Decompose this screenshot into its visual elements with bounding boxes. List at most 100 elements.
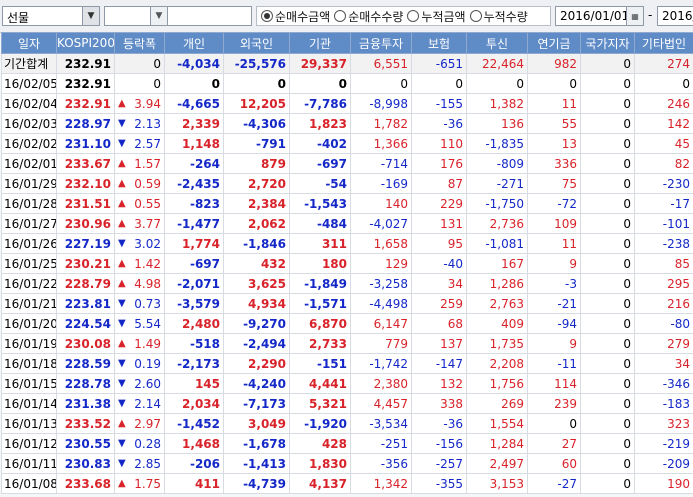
table-row[interactable]: 16/01/20 224.54 ▼ 5.54 2,480 -9,270 6,870 6,147… bbox=[1, 313, 693, 334]
value-cell: 323 bbox=[634, 413, 693, 434]
table-row[interactable]: 16/01/27 230.96 ▲ 3.77 -1,477 2,062 -484 -4,027… bbox=[1, 213, 693, 234]
value-cell: 87 bbox=[411, 173, 467, 194]
chevron-down-icon[interactable]: ▼ bbox=[82, 7, 99, 25]
value-cell: 1,658 bbox=[350, 233, 412, 254]
value-cell: 60 bbox=[527, 453, 581, 474]
view-mode-radio-group: 순매수금액 순매수수량 누적금액 누적수량 bbox=[256, 6, 551, 26]
table-row[interactable]: 16/01/28 231.51 ▲ 0.55 -823 2,384 -1,543 140 229… bbox=[1, 193, 693, 214]
down-arrow-icon: ▼ bbox=[118, 398, 126, 409]
table-row[interactable]: 16/01/25 230.21 ▲ 1.42 -697 432 180 129 -40 167 9 0… bbox=[1, 253, 693, 274]
change-value: 1.57 bbox=[134, 156, 161, 171]
radio-button-icon[interactable] bbox=[407, 10, 420, 22]
table-row[interactable]: 16/02/03 228.97 ▼ 2.13 2,339 -4,306 1,823 1,782… bbox=[1, 113, 693, 134]
table-row[interactable]: 16/01/29 232.10 ▲ 0.59 -2,435 2,720 -54 -169 87-… bbox=[1, 173, 693, 194]
value-cell: 1,468 bbox=[164, 433, 224, 454]
column-header[interactable]: 등락폭 bbox=[114, 32, 165, 54]
value-cell: 216 bbox=[634, 293, 693, 314]
up-arrow-icon: ▲ bbox=[118, 418, 126, 429]
kospi-cell: 232.91 bbox=[56, 73, 115, 94]
table-row[interactable]: 16/01/13 233.52 ▲ 2.97 -1,452 3,049 -1,920 -3,5… bbox=[1, 413, 693, 434]
summary-row[interactable]: 기간합계 232.91 0 -4,034 -25,576 29,337 6,551 -651 2… bbox=[1, 53, 693, 74]
value-cell: 0 bbox=[466, 73, 528, 94]
value-cell: -2,173 bbox=[164, 353, 224, 374]
up-arrow-icon: ▲ bbox=[118, 158, 126, 169]
table-row[interactable]: 16/01/15 228.78 ▼ 2.60 145 -4,240 4,441 2,380 13… bbox=[1, 373, 693, 394]
value-cell: 0 bbox=[580, 193, 635, 214]
date-cell: 16/01/12 bbox=[1, 433, 57, 454]
column-header[interactable]: 외국인 bbox=[223, 32, 290, 54]
table-row[interactable]: 16/01/21 223.81 ▼ 0.73 -3,579 4,934 -1,571 -4,4… bbox=[1, 293, 693, 314]
change-cell: ▼ 2.13 bbox=[114, 113, 165, 134]
column-header[interactable]: 투신 bbox=[466, 32, 528, 54]
kospi-cell: 228.78 bbox=[56, 373, 115, 394]
value-cell: 411 bbox=[164, 473, 224, 494]
radio-option[interactable]: 누적금액 bbox=[407, 8, 466, 25]
date-cell: 16/02/04 bbox=[1, 93, 57, 114]
start-date-field[interactable]: 2016/01/01 ▦ bbox=[555, 6, 644, 26]
table-row[interactable]: 16/02/05 232.91 0 0 0 0 0 0 0 0 0 0 bbox=[1, 73, 693, 94]
column-header[interactable]: 일자 bbox=[1, 32, 57, 54]
kospi-cell: 232.91 bbox=[56, 93, 115, 114]
column-header[interactable]: 개인 bbox=[164, 32, 224, 54]
value-cell: -4,306 bbox=[223, 113, 290, 134]
value-cell: 0 bbox=[580, 453, 635, 474]
table-row[interactable]: 16/01/18 228.59 ▼ 0.19 -2,173 2,290 -151 -1,742… bbox=[1, 353, 693, 374]
value-cell: -697 bbox=[164, 253, 224, 274]
value-cell: 137 bbox=[411, 333, 467, 354]
value-cell: 336 bbox=[527, 153, 581, 174]
value-cell: 246 bbox=[634, 93, 693, 114]
column-header[interactable]: 기타법인 bbox=[634, 32, 693, 54]
table-row[interactable]: 16/02/04 232.91 ▲ 3.94 -4,665 12,205 -7,786 -8,… bbox=[1, 93, 693, 114]
market-select[interactable]: 선물 ▼ bbox=[2, 6, 100, 26]
table-row[interactable]: 16/02/02 231.10 ▼ 2.57 1,148 -791 -402 1,366 110… bbox=[1, 133, 693, 154]
value-cell: -147 bbox=[411, 353, 467, 374]
value-cell: -7,786 bbox=[289, 93, 351, 114]
radio-button-icon[interactable] bbox=[261, 10, 273, 22]
chevron-down-icon[interactable]: ▼ bbox=[150, 7, 168, 25]
value-cell: -11 bbox=[527, 353, 581, 374]
column-header[interactable]: 기관 bbox=[289, 32, 351, 54]
end-date-field[interactable]: 2016/ bbox=[657, 6, 693, 26]
table-row[interactable]: 16/01/26 227.19 ▼ 3.02 1,774 -1,846 311 1,658 95… bbox=[1, 233, 693, 254]
column-header[interactable]: KOSPI200 bbox=[56, 32, 115, 54]
value-cell: 0 bbox=[580, 413, 635, 434]
code-search-field[interactable]: ▼ bbox=[104, 6, 252, 26]
radio-option[interactable]: 순매수수량 bbox=[334, 8, 403, 25]
table-row[interactable]: 16/01/19 230.08 ▲ 1.49 -518 -2,494 2,733 779 137… bbox=[1, 333, 693, 354]
radio-button-icon[interactable] bbox=[469, 10, 482, 22]
table-row[interactable]: 16/01/08 233.68 ▲ 1.75 411 -4,739 4,137 1,342 -3… bbox=[1, 473, 693, 494]
down-arrow-icon: ▼ bbox=[118, 438, 126, 449]
change-cell: 0 bbox=[114, 53, 165, 74]
column-header[interactable]: 보험 bbox=[411, 32, 467, 54]
radio-option[interactable]: 순매수금액 bbox=[261, 8, 330, 25]
column-header[interactable]: 금융투자 bbox=[350, 32, 412, 54]
calendar-icon[interactable]: ▦ bbox=[626, 7, 643, 25]
change-cell: ▲ 3.77 bbox=[114, 213, 165, 234]
table-row[interactable]: 16/01/11 230.83 ▼ 2.85 -206 -1,413 1,830 -356 -2… bbox=[1, 453, 693, 474]
value-cell: 0 bbox=[580, 93, 635, 114]
value-cell: 229 bbox=[411, 193, 467, 214]
value-cell: 11 bbox=[527, 93, 581, 114]
market-select-value: 선물 bbox=[7, 11, 30, 25]
change-value: 2.97 bbox=[134, 416, 161, 431]
change-value: 3.02 bbox=[134, 236, 161, 251]
value-cell: 1,286 bbox=[466, 273, 528, 294]
table-row[interactable]: 16/01/14 231.38 ▼ 2.14 2,034 -7,173 5,321 4,457… bbox=[1, 393, 693, 414]
column-header[interactable]: 국가지자 bbox=[580, 32, 635, 54]
value-cell: 34 bbox=[634, 353, 693, 374]
value-cell: -21 bbox=[527, 293, 581, 314]
value-cell: 0 bbox=[580, 473, 635, 494]
table-row[interactable]: 16/02/01 233.67 ▲ 1.57 -264 879 -697 -714 176 -80… bbox=[1, 153, 693, 174]
value-cell: 2,733 bbox=[289, 333, 351, 354]
change-value: 2.14 bbox=[134, 396, 161, 411]
value-cell: -697 bbox=[289, 153, 351, 174]
change-value: 0.19 bbox=[134, 356, 161, 371]
column-header[interactable]: 연기금 bbox=[527, 32, 581, 54]
value-cell: 9 bbox=[527, 333, 581, 354]
table-row[interactable]: 16/01/12 230.55 ▼ 0.28 1,468 -1,678 428 -251 -15… bbox=[1, 433, 693, 454]
value-cell: 1,284 bbox=[466, 433, 528, 454]
up-arrow-icon: ▲ bbox=[118, 278, 126, 289]
table-row[interactable]: 16/01/22 228.79 ▲ 4.98 -2,071 3,625 -1,849 -3,2… bbox=[1, 273, 693, 294]
radio-button-icon[interactable] bbox=[334, 10, 347, 22]
radio-option[interactable]: 누적수량 bbox=[469, 8, 528, 25]
